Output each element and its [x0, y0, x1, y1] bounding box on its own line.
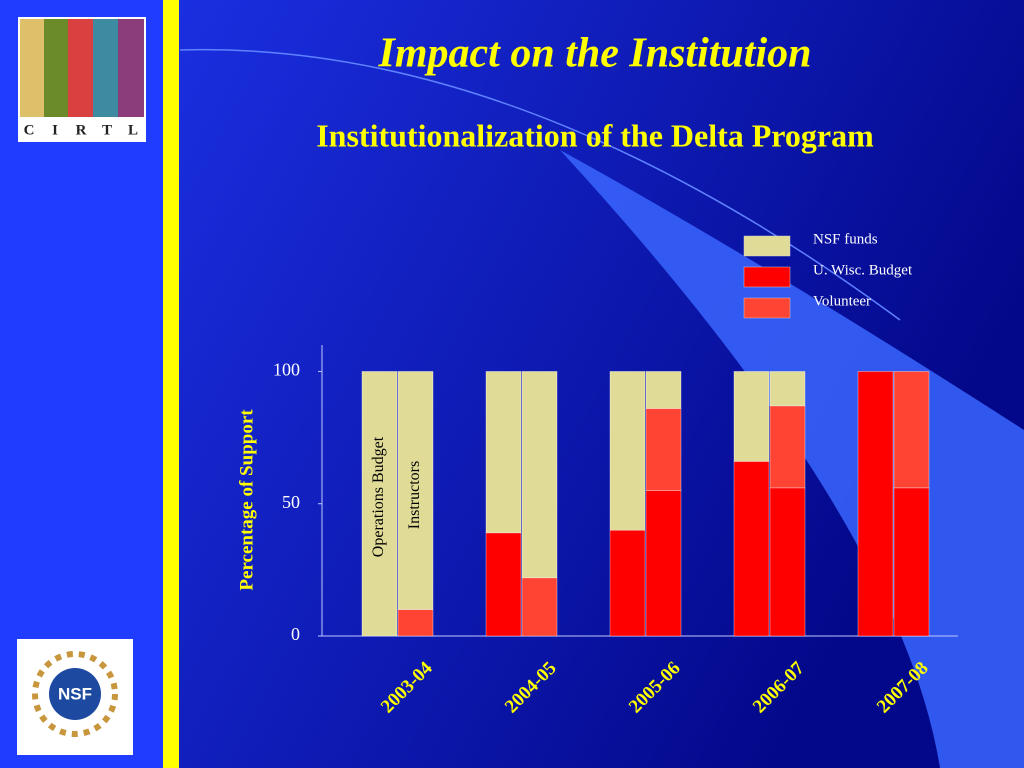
- bar-segment: [361, 371, 398, 637]
- bar-label: Operations Budget: [370, 436, 387, 557]
- bar-segment: [769, 405, 806, 489]
- bar-segment: [485, 371, 522, 534]
- bar-segment: [397, 609, 434, 637]
- bar-segment: [609, 529, 646, 637]
- y-tick-label: 0: [291, 624, 300, 644]
- bar-segment: [521, 371, 558, 579]
- yellow-stripe: [163, 0, 179, 768]
- bar-segment: [645, 490, 682, 637]
- legend-label: NSF funds: [813, 231, 878, 247]
- legend-swatch: [743, 297, 791, 319]
- bar-segment: [733, 371, 770, 462]
- nsf-text: NSF: [58, 684, 92, 703]
- legend-label: Volunteer: [813, 293, 871, 309]
- legend-swatch: [743, 235, 791, 257]
- bar-label: Instructors: [406, 461, 423, 529]
- logo-letter: C: [24, 122, 35, 138]
- logo-letter: L: [128, 122, 138, 138]
- cirtl-logo: [18, 17, 146, 142]
- y-tick-label: 50: [282, 492, 300, 512]
- nsf-logo: NSF: [17, 639, 133, 755]
- bar-segment: [521, 577, 558, 637]
- bar-segment: [609, 371, 646, 531]
- y-axis-label: Percentage of Support: [236, 409, 257, 591]
- bar-segment: [645, 408, 682, 491]
- logo-letter: I: [52, 122, 58, 138]
- bar-segment: [645, 371, 682, 409]
- legend-swatch: [743, 266, 791, 288]
- bar-segment: [893, 371, 930, 489]
- swoosh-line: [179, 48, 901, 321]
- bar-segment: [857, 371, 894, 637]
- bar-segment: [733, 461, 770, 637]
- y-tick-label: 100: [273, 360, 300, 380]
- bar-segment: [769, 487, 806, 637]
- bar-segment: [769, 371, 806, 407]
- bar-segment: [485, 532, 522, 637]
- bar-segment: [893, 487, 930, 637]
- legend-label: U. Wisc. Budget: [813, 262, 913, 278]
- bar-segment: [397, 371, 434, 610]
- slide-title: Impact on the Institution: [378, 31, 812, 77]
- chart-title: Institutionalization of the Delta Progra…: [316, 117, 874, 153]
- logo-letter: T: [102, 122, 112, 138]
- logo-letter: R: [76, 122, 87, 138]
